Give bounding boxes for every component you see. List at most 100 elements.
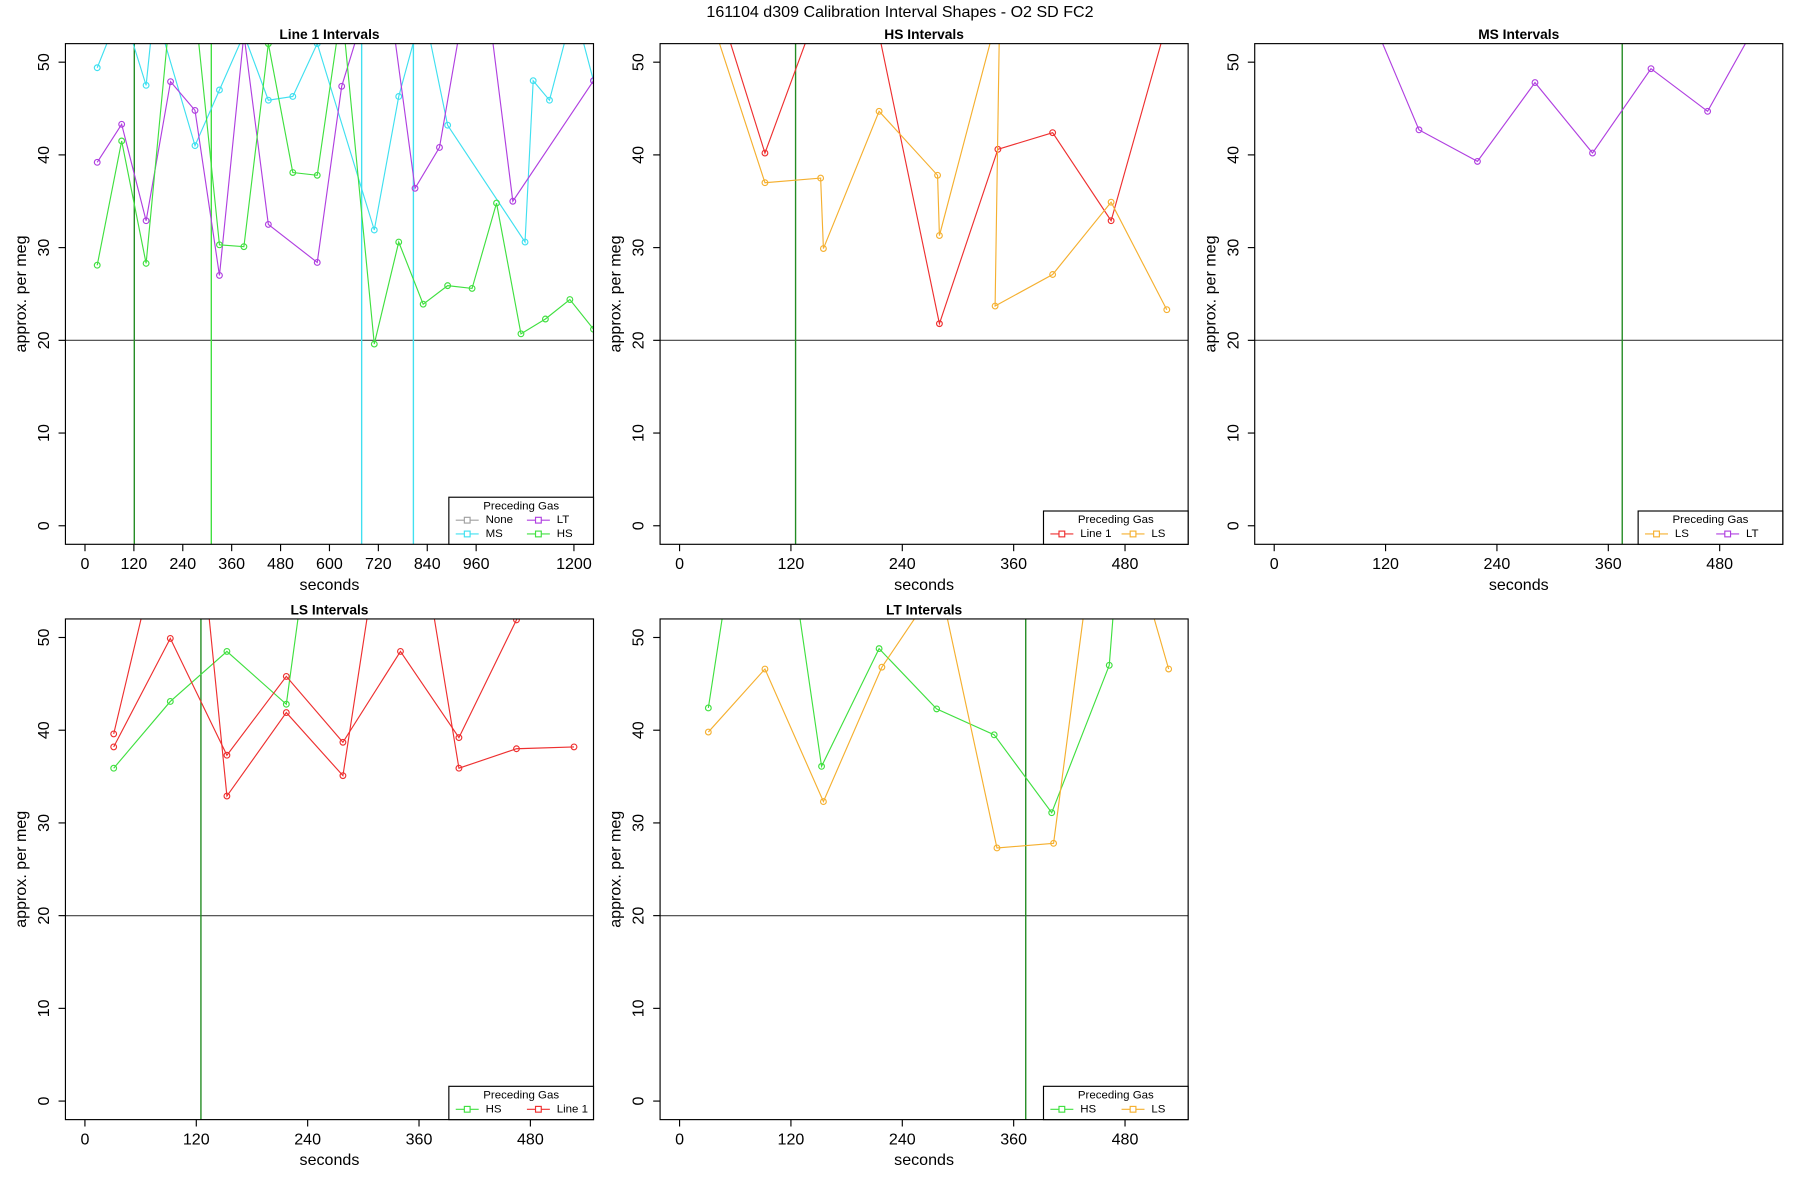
data-point — [509, 197, 517, 205]
data-point — [151, 4, 157, 10]
data-point — [436, 144, 443, 151]
data-point — [1049, 129, 1057, 137]
y-tick-label: 50 — [1224, 53, 1242, 71]
y-tick-label: 10 — [35, 999, 53, 1017]
plot-frame — [659, 43, 1189, 545]
x-tick-label: 0 — [675, 555, 684, 573]
x-tick-label: 240 — [169, 555, 196, 573]
data-point — [1589, 149, 1596, 157]
series-line — [718, 43, 1168, 310]
data-point — [363, 4, 369, 10]
legend-title: Preceding Gas — [1078, 1090, 1154, 1102]
data-point — [1704, 107, 1712, 115]
plot-frame — [1254, 43, 1784, 545]
y-tick-label: 50 — [630, 53, 648, 71]
legend-swatch-marker — [463, 1105, 471, 1113]
x-tick-label: 480 — [267, 555, 294, 573]
legend-title: Preceding Gas — [1078, 514, 1154, 526]
data-point — [339, 738, 347, 746]
x-tick-label: 0 — [675, 1131, 684, 1149]
panel: Line 1 Intervals seconds approx. per meg 0 1… — [12, 4, 595, 594]
data-point — [725, 579, 731, 585]
data-point — [313, 171, 321, 179]
y-tick-label: 50 — [35, 53, 53, 71]
data-point — [216, 241, 223, 249]
data-point — [1474, 157, 1481, 165]
data-point — [411, 184, 419, 192]
y-axis-label: approx. per meg — [1201, 235, 1219, 352]
data-point — [1107, 198, 1115, 206]
data-point — [223, 751, 231, 759]
data-point — [935, 320, 943, 328]
x-tick-label: 360 — [1595, 555, 1622, 573]
series-line — [730, 43, 1162, 326]
data-point — [110, 764, 118, 772]
x-tick-label: 360 — [1000, 555, 1027, 573]
data-point — [419, 300, 427, 308]
data-point — [425, 579, 431, 585]
data-point — [590, 325, 594, 333]
data-point — [264, 220, 272, 228]
legend-swatch-marker — [463, 516, 471, 524]
y-tick-label: 20 — [630, 331, 648, 349]
data-point — [420, 4, 426, 10]
legend-title: Preceding Gas — [483, 1090, 559, 1102]
data-point — [1048, 809, 1056, 817]
data-point — [110, 730, 118, 738]
x-tick-label: 840 — [414, 555, 441, 573]
y-tick-label: 40 — [35, 721, 53, 739]
x-axis-label: seconds — [894, 576, 954, 594]
panel: HS Intervals seconds approx. per meg 0 120 24… — [607, 4, 1189, 594]
x-tick-label: 120 — [778, 555, 805, 573]
data-point — [142, 217, 150, 225]
data-point — [513, 618, 520, 624]
data-point — [546, 96, 553, 104]
data-point — [521, 238, 529, 246]
legend-title: Preceding Gas — [483, 500, 559, 512]
data-point — [93, 64, 101, 72]
plot-area — [65, 4, 594, 545]
panel-title: MS Intervals — [1478, 27, 1559, 42]
series-line — [113, 618, 299, 769]
data-point — [566, 296, 574, 303]
y-tick-label: 40 — [630, 721, 648, 739]
plot-area — [1254, 4, 1783, 545]
data-point — [819, 245, 827, 252]
data-point — [1763, 4, 1769, 10]
panel: MS Intervals seconds approx. per meg 0 120 24… — [1201, 4, 1784, 594]
data-point — [1113, 579, 1119, 585]
y-axis-label: approx. per meg — [12, 235, 30, 352]
data-point — [468, 284, 476, 292]
x-tick-label: 480 — [1112, 1131, 1139, 1149]
x-tick-label: 480 — [1706, 555, 1733, 573]
series-line — [96, 43, 594, 276]
y-tick-label: 10 — [630, 999, 648, 1017]
data-point — [993, 844, 1001, 852]
y-tick-label: 0 — [630, 521, 648, 530]
data-point — [264, 96, 272, 104]
data-point — [142, 259, 150, 267]
legend-swatch-marker — [1058, 530, 1066, 538]
data-point — [1169, 4, 1175, 10]
x-tick-label: 360 — [1000, 1131, 1027, 1149]
data-point — [192, 4, 198, 10]
data-point — [529, 77, 537, 85]
y-tick-label: 30 — [35, 814, 53, 832]
legend-label: LT — [1746, 528, 1759, 540]
y-tick-label: 30 — [1224, 239, 1242, 257]
x-tick-label: 0 — [81, 555, 90, 573]
x-tick-label: 480 — [517, 1131, 544, 1149]
x-axis-label: seconds — [300, 576, 360, 594]
plot-frame — [64, 43, 595, 545]
data-point — [289, 93, 297, 100]
panel: LT Intervals seconds approx. per meg 0 120 24… — [607, 579, 1189, 1169]
x-tick-label: 0 — [80, 1131, 89, 1149]
data-point — [761, 665, 769, 673]
x-tick-label: 240 — [889, 555, 916, 573]
data-point — [461, 4, 467, 10]
x-tick-label: 360 — [406, 1131, 433, 1149]
data-point — [1105, 661, 1113, 669]
data-point — [878, 663, 886, 671]
